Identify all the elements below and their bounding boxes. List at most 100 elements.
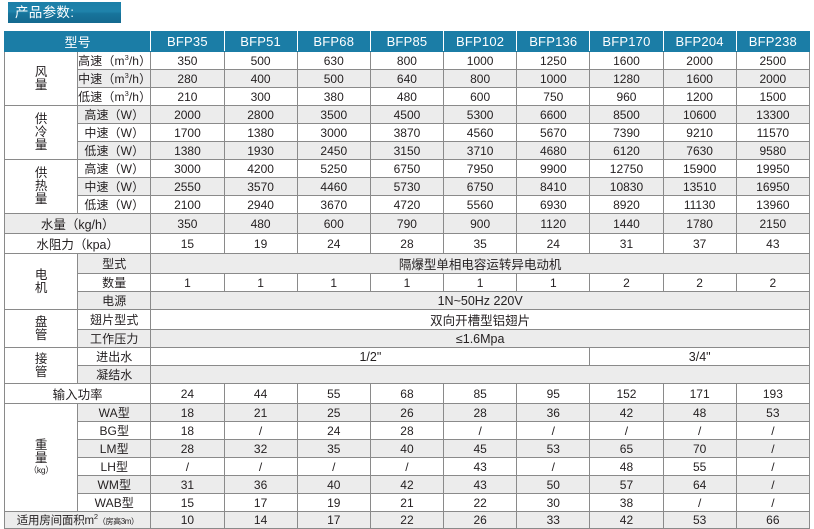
cell-water-pipe-left: 1/2" <box>150 347 591 366</box>
header-model-bfp102: BFP102 <box>443 31 518 52</box>
header-model-bfp136: BFP136 <box>516 31 591 52</box>
cell: 50 <box>516 475 591 494</box>
group-label-motor: 电机 <box>3 253 79 310</box>
cell: 45 <box>443 439 518 458</box>
cell: 2000 <box>150 105 225 124</box>
cell: 7950 <box>443 159 518 178</box>
cell: 900 <box>443 213 518 234</box>
cell: 19 <box>223 233 298 254</box>
cell: 3870 <box>369 123 445 142</box>
table-row-weight-lm: LM型 28 32 35 40 45 53 65 70 / <box>5 439 811 458</box>
cell: 1930 <box>223 141 298 160</box>
cell: 5730 <box>369 177 445 196</box>
cell-condensate-value <box>150 365 810 384</box>
group-label-heating: 供热量 <box>3 159 79 214</box>
cell: 1 <box>516 273 591 292</box>
table-row-weight-wab: WAB型 15 17 19 21 22 30 38 / / <box>5 493 811 512</box>
cell: 300 <box>223 87 298 106</box>
table-row-water-flow: 水量（kg/h） 350 480 600 790 900 1120 1440 1… <box>3 213 811 234</box>
table-row-cooling-mid: 中速（W） 1700 1380 3000 3870 4560 5670 7390… <box>5 123 811 142</box>
row-label-input-power: 输入功率 <box>3 383 152 404</box>
cell: / <box>735 457 811 476</box>
cell: 2550 <box>150 177 225 196</box>
cell: 5250 <box>296 159 371 178</box>
row-label-airflow-mid: 中速（m3/h） <box>77 69 152 88</box>
cell: / <box>735 439 811 458</box>
cell: 53 <box>662 511 737 529</box>
cell: 2150 <box>735 213 811 234</box>
cell: 8500 <box>589 105 664 124</box>
cell: 640 <box>369 69 445 88</box>
cell: 30 <box>516 493 591 512</box>
table-row-airflow-high: 风量 高速（m3/h） 350 500 630 800 1000 1250 16… <box>3 51 811 106</box>
cell: 16950 <box>735 177 811 196</box>
cell: 193 <box>735 383 811 404</box>
cell: 42 <box>369 475 445 494</box>
row-label-water-pipe: 进出水 <box>77 347 152 366</box>
table-row-fin-type: 盘管 翅片型式 双向开槽型铝翅片 <box>3 309 810 348</box>
cell: 7630 <box>662 141 737 160</box>
table-row-room-area: 适用房间面积m2（房高3m） 10 14 17 22 26 33 42 53 6… <box>3 511 811 529</box>
cell: 960 <box>589 87 664 106</box>
group-label-weight: 重量 （kg） <box>3 403 79 512</box>
product-parameters-page: 产品参数: 型号 BFP35 BFP51 BFP68 BFP85 BFP102 … <box>3 2 811 529</box>
cell: 12750 <box>589 159 664 178</box>
cell: / <box>662 421 737 440</box>
cell: 2 <box>662 273 737 292</box>
cell: / <box>735 493 811 512</box>
cell: 10 <box>150 511 225 529</box>
cell-fin-type-value: 双向开槽型铝翅片 <box>150 309 810 330</box>
cell: 35 <box>296 439 371 458</box>
cell: 15900 <box>662 159 737 178</box>
cell: 2000 <box>735 69 811 88</box>
product-specification-table: 型号 BFP35 BFP51 BFP68 BFP85 BFP102 BFP136… <box>3 31 811 529</box>
cell: / <box>516 421 591 440</box>
cell: / <box>589 421 664 440</box>
cell: 36 <box>223 475 298 494</box>
cell-working-pressure-value: ≤1.6Mpa <box>150 329 810 348</box>
cell: 9580 <box>735 141 811 160</box>
row-label-working-pressure: 工作压力 <box>77 329 152 348</box>
cell: 10600 <box>662 105 737 124</box>
group-label-cooling: 供冷量 <box>3 105 79 160</box>
cell: 6120 <box>589 141 664 160</box>
cell: 26 <box>443 511 518 529</box>
cell: 280 <box>150 69 225 88</box>
row-label-weight-lm: LM型 <box>77 439 152 458</box>
cell: 5300 <box>443 105 518 124</box>
cell: 95 <box>516 383 591 404</box>
cell: 1000 <box>443 51 518 70</box>
cell: 70 <box>662 439 737 458</box>
cell: 44 <box>223 383 298 404</box>
cell-motor-power-value: 1N~50Hz 220V <box>150 291 810 310</box>
row-label-weight-wab: WAB型 <box>77 493 152 512</box>
row-label-weight-wa: WA型 <box>77 403 152 422</box>
cell: 3570 <box>223 177 298 196</box>
cell: 2500 <box>735 51 811 70</box>
table-header-row: 型号 BFP35 BFP51 BFP68 BFP85 BFP102 BFP136… <box>3 31 811 52</box>
cell: 28 <box>443 403 518 422</box>
cell: 1780 <box>662 213 737 234</box>
cell: 24 <box>516 233 591 254</box>
cell: 1700 <box>150 123 225 142</box>
cell: 6930 <box>516 195 591 214</box>
table-row-weight-wm: WM型 31 36 40 42 43 50 57 64 / <box>5 475 811 494</box>
cell: / <box>223 457 298 476</box>
header-model-bfp35: BFP35 <box>150 31 225 52</box>
cell: 22 <box>443 493 518 512</box>
cell: 3500 <box>296 105 371 124</box>
cell: 400 <box>223 69 298 88</box>
cell: 1380 <box>150 141 225 160</box>
table-row-airflow-mid: 中速（m3/h） 280 400 500 640 800 1000 1280 1… <box>5 69 811 88</box>
cell: 3710 <box>443 141 518 160</box>
row-label-motor-type: 型式 <box>77 253 152 274</box>
cell: / <box>735 475 811 494</box>
cell: 5670 <box>516 123 591 142</box>
row-label-cooling-mid: 中速（W） <box>77 123 152 142</box>
row-label-heating-high: 高速（W） <box>77 159 152 178</box>
cell: 500 <box>223 51 298 70</box>
row-label-motor-quantity: 数量 <box>77 273 152 292</box>
cell: 25 <box>296 403 371 422</box>
row-label-weight-wm: WM型 <box>77 475 152 494</box>
cell: 13960 <box>735 195 811 214</box>
